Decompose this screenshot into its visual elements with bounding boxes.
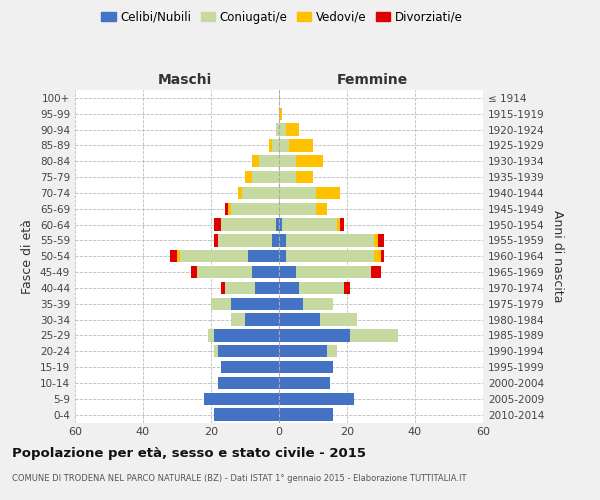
Bar [289, 139, 313, 151]
Bar [197, 266, 252, 278]
Bar [326, 345, 337, 358]
Bar [279, 234, 286, 246]
Text: Popolazione per età, sesso e stato civile - 2015: Popolazione per età, sesso e stato civil… [12, 448, 366, 460]
Bar [340, 218, 344, 231]
Bar [275, 218, 279, 231]
Bar [218, 345, 279, 358]
Bar [279, 329, 350, 342]
Bar [296, 171, 313, 183]
Bar [214, 329, 279, 342]
Bar [283, 218, 337, 231]
Y-axis label: Fasce di età: Fasce di età [22, 219, 34, 294]
Bar [221, 218, 275, 231]
Bar [252, 266, 279, 278]
Bar [350, 329, 398, 342]
Legend: Celibi/Nubili, Coniugati/e, Vedovi/e, Divorziati/e: Celibi/Nubili, Coniugati/e, Vedovi/e, Di… [97, 6, 467, 28]
Bar [218, 234, 272, 246]
Bar [221, 282, 224, 294]
Bar [286, 234, 374, 246]
Bar [279, 139, 289, 151]
Bar [177, 250, 181, 262]
Bar [299, 282, 344, 294]
Bar [303, 298, 334, 310]
Bar [232, 298, 279, 310]
Bar [269, 139, 272, 151]
Bar [218, 376, 279, 389]
Bar [286, 250, 374, 262]
Bar [279, 345, 326, 358]
Bar [316, 186, 340, 199]
Bar [224, 202, 228, 215]
Bar [221, 361, 279, 374]
Bar [211, 298, 232, 310]
Bar [279, 392, 354, 405]
Bar [224, 282, 255, 294]
Bar [279, 186, 316, 199]
Bar [245, 314, 279, 326]
Bar [296, 155, 323, 168]
Bar [279, 250, 286, 262]
Text: Maschi: Maschi [158, 72, 212, 86]
Bar [279, 282, 299, 294]
Bar [252, 155, 259, 168]
Text: Femmine: Femmine [337, 72, 409, 86]
Bar [191, 266, 197, 278]
Bar [238, 186, 242, 199]
Bar [296, 266, 371, 278]
Bar [279, 124, 286, 136]
Bar [228, 202, 232, 215]
Bar [208, 329, 214, 342]
Bar [279, 314, 320, 326]
Bar [279, 202, 316, 215]
Bar [259, 155, 279, 168]
Bar [245, 171, 252, 183]
Bar [279, 376, 330, 389]
Bar [374, 234, 377, 246]
Bar [279, 361, 334, 374]
Bar [181, 250, 248, 262]
Bar [232, 202, 279, 215]
Bar [272, 234, 279, 246]
Bar [214, 345, 218, 358]
Bar [170, 250, 177, 262]
Bar [377, 234, 385, 246]
Bar [381, 250, 385, 262]
Bar [374, 250, 381, 262]
Bar [214, 234, 218, 246]
Bar [316, 202, 326, 215]
Bar [214, 218, 221, 231]
Bar [279, 155, 296, 168]
Bar [279, 298, 303, 310]
Bar [252, 171, 279, 183]
Bar [279, 266, 296, 278]
Bar [248, 250, 279, 262]
Bar [279, 408, 334, 421]
Text: COMUNE DI TRODENA NEL PARCO NATURALE (BZ) - Dati ISTAT 1° gennaio 2015 - Elabora: COMUNE DI TRODENA NEL PARCO NATURALE (BZ… [12, 474, 467, 483]
Y-axis label: Anni di nascita: Anni di nascita [551, 210, 564, 302]
Bar [275, 124, 279, 136]
Bar [344, 282, 350, 294]
Bar [279, 218, 283, 231]
Bar [371, 266, 381, 278]
Bar [204, 392, 279, 405]
Bar [286, 124, 299, 136]
Bar [214, 408, 279, 421]
Bar [255, 282, 279, 294]
Bar [279, 108, 283, 120]
Bar [232, 314, 245, 326]
Bar [337, 218, 340, 231]
Bar [272, 139, 279, 151]
Bar [279, 171, 296, 183]
Bar [242, 186, 279, 199]
Bar [320, 314, 357, 326]
